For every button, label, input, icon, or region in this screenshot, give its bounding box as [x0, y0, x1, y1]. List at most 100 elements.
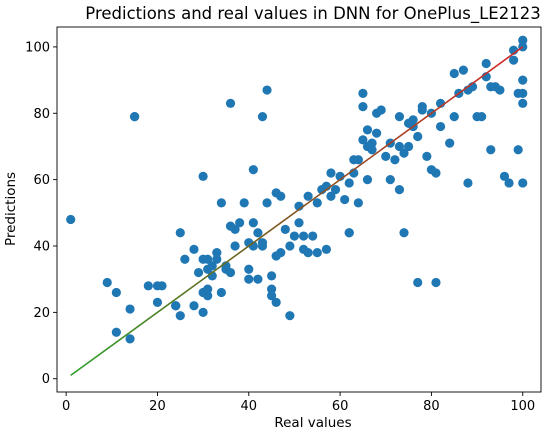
data-point — [390, 155, 400, 165]
data-point — [225, 98, 236, 108]
data-point — [394, 111, 405, 122]
data-point — [276, 191, 286, 201]
data-point — [303, 191, 313, 201]
data-point — [285, 311, 295, 321]
data-point — [463, 178, 473, 188]
data-point — [298, 231, 309, 241]
data-point — [435, 121, 446, 132]
data-point — [248, 218, 258, 228]
data-point — [399, 228, 409, 238]
chart-title: Predictions and real values in DNN for O… — [85, 4, 540, 24]
data-point — [267, 284, 277, 294]
data-point — [413, 131, 423, 142]
data-point — [312, 198, 322, 208]
data-point — [303, 248, 313, 258]
data-point — [66, 214, 76, 225]
data-point — [413, 277, 423, 288]
data-point — [230, 241, 240, 251]
x-tick-label: 0 — [62, 399, 70, 414]
data-point — [308, 231, 318, 241]
data-point — [267, 291, 277, 301]
data-point — [518, 98, 528, 108]
data-point — [225, 267, 236, 278]
data-point — [189, 244, 199, 254]
data-point — [477, 111, 487, 122]
data-point — [216, 287, 226, 298]
data-point — [203, 284, 213, 294]
data-point — [362, 175, 373, 185]
data-point — [340, 194, 350, 205]
data-point — [289, 231, 300, 241]
data-point — [276, 248, 286, 258]
y-axis-label: Predictions — [3, 172, 19, 246]
data-point — [175, 311, 185, 321]
data-point — [321, 244, 331, 254]
data-point — [198, 254, 208, 264]
x-tick-label: 40 — [241, 399, 258, 414]
data-point — [294, 218, 304, 228]
data-point — [344, 228, 354, 238]
data-point — [358, 88, 368, 98]
data-point — [239, 198, 249, 208]
data-point — [381, 151, 391, 162]
data-point — [212, 248, 222, 258]
data-point — [353, 155, 363, 165]
data-point — [344, 178, 354, 188]
data-point — [422, 151, 432, 162]
data-point — [445, 138, 455, 148]
data-point — [353, 198, 363, 208]
y-tick-label: 40 — [33, 240, 50, 255]
data-point — [518, 178, 528, 188]
data-point — [358, 102, 368, 112]
data-point — [385, 175, 395, 185]
data-point — [449, 111, 459, 122]
data-point — [431, 168, 441, 178]
data-point — [358, 135, 368, 145]
data-point — [225, 221, 236, 231]
data-point — [372, 128, 382, 138]
axes: 0 20 40 60 80 100 0 20 40 60 80 100 — [25, 26, 542, 414]
data-point — [403, 141, 414, 152]
data-point — [111, 287, 121, 298]
data-point — [518, 35, 528, 45]
data-point — [244, 274, 254, 284]
data-point — [312, 248, 322, 258]
data-point — [198, 307, 208, 317]
data-point — [408, 115, 418, 125]
data-point — [212, 254, 222, 264]
data-points — [66, 35, 528, 344]
fit-line-layer — [70, 46, 524, 377]
data-point — [495, 85, 505, 95]
x-tick-label: 80 — [423, 399, 440, 414]
data-point — [248, 165, 258, 175]
data-point — [111, 327, 121, 337]
x-axis-label: Real values — [274, 415, 351, 431]
data-point — [326, 168, 336, 178]
data-point — [267, 271, 277, 281]
data-point — [280, 224, 290, 235]
data-point — [458, 65, 468, 75]
data-point — [198, 171, 208, 181]
data-point — [394, 184, 405, 195]
data-point — [253, 274, 263, 284]
data-point — [216, 198, 226, 208]
data-point — [143, 281, 153, 291]
data-point — [285, 241, 295, 251]
y-tick-label: 20 — [33, 306, 50, 321]
data-point — [244, 264, 254, 274]
data-point — [330, 184, 341, 195]
data-point — [193, 267, 204, 278]
data-point — [504, 178, 514, 188]
data-point — [189, 301, 199, 311]
data-point — [362, 125, 373, 135]
plot-frame — [56, 26, 542, 393]
data-point — [376, 105, 386, 115]
data-point — [508, 55, 519, 65]
data-point — [431, 277, 441, 288]
data-point — [125, 304, 135, 314]
data-point — [271, 297, 281, 308]
data-point — [399, 148, 409, 158]
data-point — [513, 145, 523, 155]
x-tick-label: 60 — [332, 399, 349, 414]
